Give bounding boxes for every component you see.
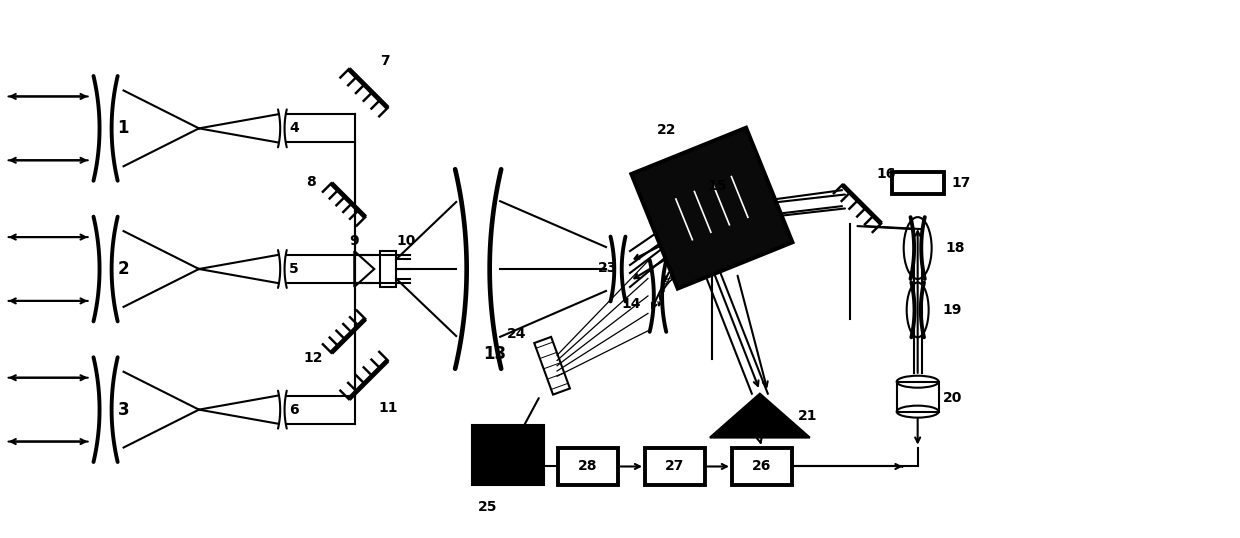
Text: 21: 21 xyxy=(797,409,817,423)
Text: 16: 16 xyxy=(877,167,897,181)
Text: 23: 23 xyxy=(598,261,618,275)
Text: 26: 26 xyxy=(753,459,771,473)
Text: 14: 14 xyxy=(621,297,641,311)
Text: 22: 22 xyxy=(657,123,677,137)
Bar xyxy=(472,425,544,485)
Text: 20: 20 xyxy=(942,391,962,405)
Polygon shape xyxy=(631,128,792,289)
Text: 15: 15 xyxy=(708,179,728,193)
Text: 10: 10 xyxy=(397,234,415,248)
Text: 8: 8 xyxy=(306,175,316,189)
Text: 5: 5 xyxy=(289,262,299,276)
Text: 9: 9 xyxy=(350,234,360,248)
Text: 28: 28 xyxy=(578,459,598,473)
Text: 27: 27 xyxy=(665,459,684,473)
Text: 6: 6 xyxy=(289,402,299,416)
Text: 25: 25 xyxy=(479,500,497,514)
Text: 1: 1 xyxy=(118,119,129,137)
Bar xyxy=(558,448,618,485)
Text: 7: 7 xyxy=(381,54,389,68)
Text: 24: 24 xyxy=(507,327,527,341)
Bar xyxy=(645,448,704,485)
Text: 3: 3 xyxy=(118,401,129,419)
Text: 2: 2 xyxy=(118,260,129,278)
Text: 12: 12 xyxy=(304,351,322,365)
Bar xyxy=(732,448,792,485)
Text: 13: 13 xyxy=(484,345,506,363)
Text: 19: 19 xyxy=(942,303,962,317)
Text: 18: 18 xyxy=(946,241,965,255)
Bar xyxy=(897,381,939,412)
Text: 11: 11 xyxy=(378,401,398,415)
Bar xyxy=(892,172,944,194)
Text: 4: 4 xyxy=(289,122,299,136)
Polygon shape xyxy=(709,394,810,437)
Text: 17: 17 xyxy=(951,176,971,190)
